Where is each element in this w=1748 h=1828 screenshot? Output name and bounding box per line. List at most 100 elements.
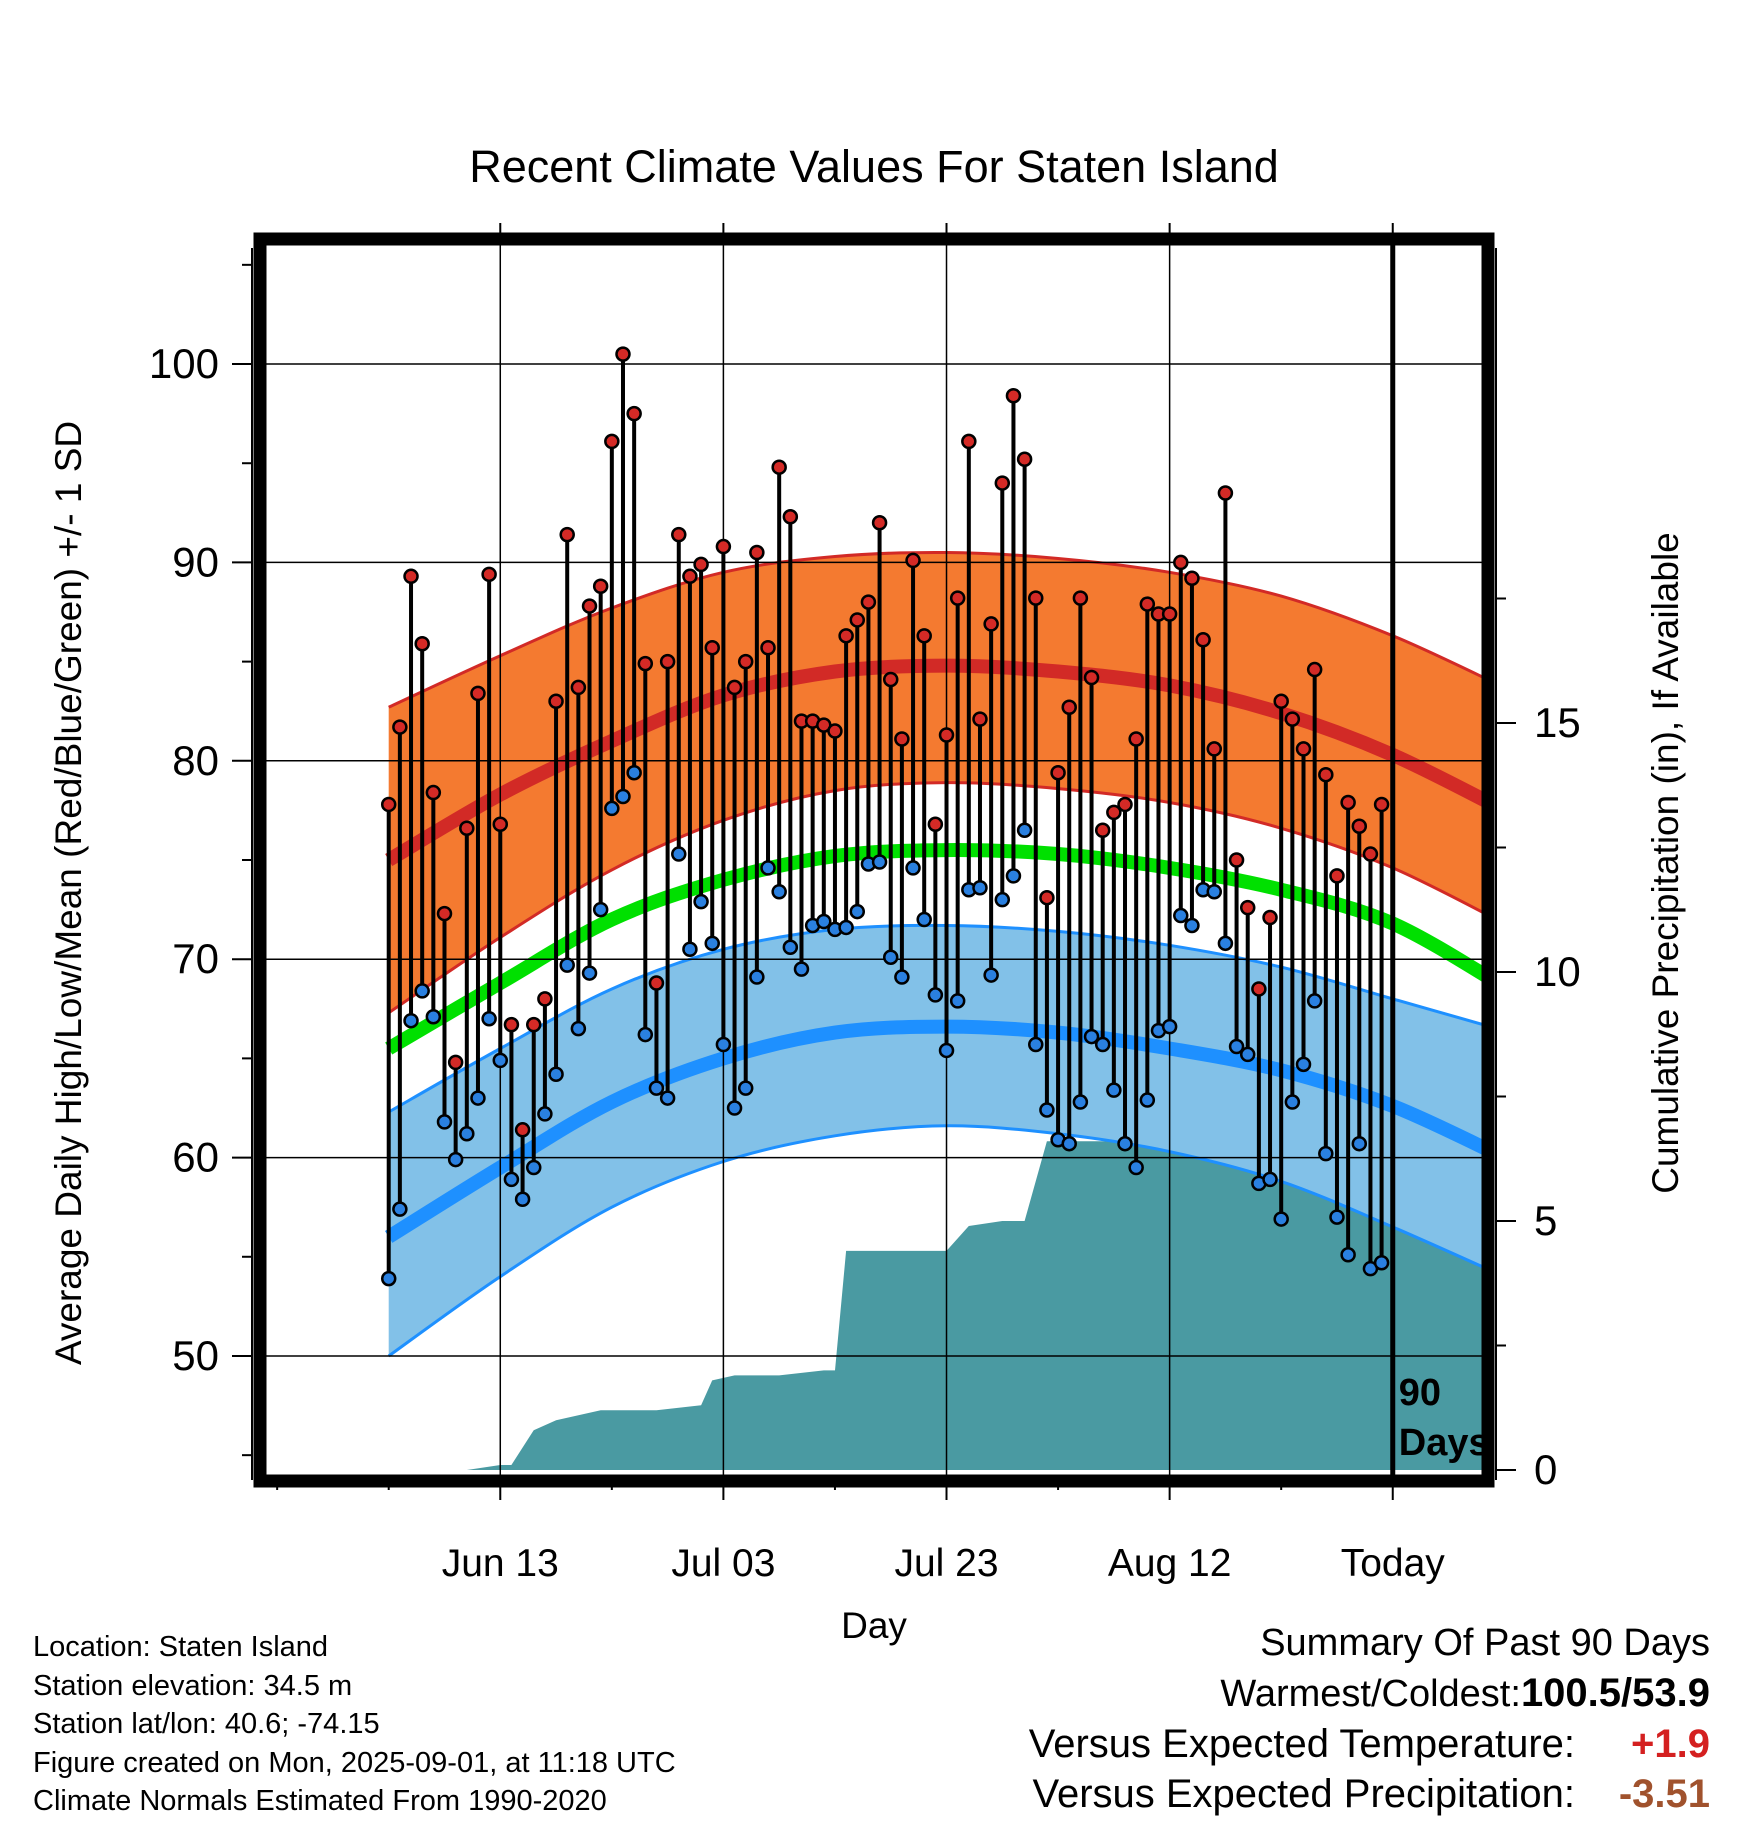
- daily-high-point: [503, 1016, 520, 1033]
- daily-low-point: [1106, 1082, 1122, 1098]
- daily-low-point: [1239, 1046, 1256, 1063]
- daily-high-point: [548, 693, 564, 710]
- daily-low-point: [1028, 1036, 1044, 1053]
- daily-low-point: [581, 965, 598, 981]
- daily-low-point: [882, 949, 899, 965]
- y-tick-label: 70: [172, 935, 219, 982]
- daily-low-point: [1072, 1094, 1089, 1110]
- daily-low-point: [782, 939, 799, 956]
- warmest-coldest-row: Warmest/Coldest:100.5/53.9: [810, 1668, 1710, 1719]
- daily-low-point: [615, 788, 631, 805]
- daily-high-point: [1206, 741, 1223, 757]
- daily-low-point: [894, 969, 910, 985]
- daily-high-point: [1005, 388, 1022, 404]
- daily-low-point: [436, 1114, 453, 1130]
- daily-high-point: [737, 653, 754, 670]
- x-tick-label: Today: [1341, 1542, 1446, 1585]
- y-axis-label: Average Daily High/Low/Mean (Red/Blue/Gr…: [48, 421, 89, 1365]
- x-tick-label: Aug 12: [1108, 1542, 1232, 1585]
- y2-tick-label: 10: [1534, 948, 1581, 995]
- daily-low-point: [592, 901, 609, 918]
- daily-low-point: [637, 1026, 654, 1043]
- daily-high-point: [1184, 570, 1200, 587]
- daily-high-point: [726, 679, 743, 696]
- daily-high-point: [403, 568, 419, 585]
- daily-low-point: [916, 911, 932, 928]
- temp-departure-row: Versus Expected Temperature: +1.9: [810, 1719, 1710, 1769]
- daily-low-point: [414, 983, 430, 999]
- daily-high-point: [1106, 804, 1122, 821]
- daily-high-point: [1072, 590, 1089, 606]
- location-text: Location: Staten Island: [33, 1631, 329, 1663]
- daily-high-point: [637, 655, 654, 672]
- daily-high-point: [1139, 596, 1156, 612]
- daily-low-point: [1373, 1254, 1390, 1271]
- daily-low-point: [1094, 1036, 1111, 1053]
- daily-low-point: [849, 903, 866, 920]
- daily-low-point: [671, 846, 687, 862]
- daily-low-point: [492, 1052, 509, 1069]
- daily-low-point: [1306, 993, 1323, 1009]
- summary-panel: Summary Of Past 90 Days Warmest/Coldest:…: [810, 1618, 1710, 1819]
- daily-low-point: [1284, 1094, 1301, 1110]
- daily-high-point: [436, 905, 453, 922]
- daily-low-point: [1295, 1056, 1312, 1073]
- daily-high-point: [570, 679, 587, 696]
- daily-low-point: [1351, 1135, 1368, 1152]
- chart-title: Recent Climate Values For Staten Island: [469, 141, 1279, 192]
- daily-high-point: [1195, 632, 1211, 648]
- daily-low-point: [905, 860, 921, 876]
- daily-low-point: [693, 893, 709, 910]
- y-tick-label: 90: [172, 538, 219, 585]
- daily-high-point: [1228, 852, 1245, 868]
- daily-low-point: [1228, 1038, 1245, 1055]
- daily-low-point: [1061, 1135, 1077, 1152]
- daily-high-point: [849, 612, 866, 628]
- y-tick-label: 60: [172, 1134, 219, 1181]
- daily-high-point: [983, 616, 999, 632]
- daily-high-point: [1094, 822, 1111, 838]
- daily-high-point: [414, 636, 430, 652]
- daily-low-point: [1005, 868, 1022, 884]
- precip-departure-label: Versus Expected Precipitation:: [1032, 1772, 1575, 1816]
- daily-high-point: [459, 820, 475, 837]
- daily-low-point: [570, 1020, 587, 1037]
- daily-low-point: [726, 1100, 743, 1116]
- daily-low-point: [793, 961, 810, 977]
- daily-low-point: [503, 1171, 520, 1188]
- daily-low-point: [816, 913, 832, 930]
- y2-tick-label: 0: [1534, 1446, 1557, 1493]
- low-sd-band: [388, 925, 1482, 1356]
- daily-low-point: [838, 919, 854, 936]
- daily-high-point: [648, 975, 665, 991]
- daily-high-point: [1306, 661, 1323, 678]
- daily-high-point: [1173, 554, 1189, 571]
- y-tick-label: 80: [172, 737, 219, 784]
- elevation-text: Station elevation: 34.5 m: [33, 1669, 353, 1702]
- daily-low-point: [1184, 917, 1200, 934]
- daily-high-point: [537, 991, 553, 1007]
- daily-high-point: [882, 671, 899, 688]
- daily-high-point: [961, 433, 977, 450]
- x-tick-label: Jun 13: [442, 1542, 559, 1585]
- daily-low-point: [1083, 1028, 1100, 1045]
- plot-frame: [253, 232, 1495, 1488]
- daily-high-point: [916, 628, 932, 644]
- daily-high-point: [1340, 794, 1356, 811]
- summary-header: Summary Of Past 90 Days: [1260, 1622, 1710, 1664]
- daily-low-point: [704, 935, 720, 952]
- daily-low-point: [1117, 1135, 1133, 1152]
- daily-low-point: [749, 969, 765, 985]
- daily-high-point: [693, 556, 709, 573]
- daily-low-point: [481, 1010, 497, 1027]
- daily-low-point: [1139, 1092, 1156, 1108]
- daily-low-point: [972, 880, 988, 896]
- daily-low-point: [949, 993, 966, 1009]
- daily-low-point: [604, 800, 620, 817]
- daily-low-point: [1161, 1018, 1178, 1035]
- daily-high-point: [626, 405, 642, 422]
- precip-departure-value: -3.51: [1618, 1772, 1710, 1816]
- daily-low-point: [525, 1159, 542, 1176]
- station-info: Location: Staten Island Station elevatio…: [33, 1628, 676, 1821]
